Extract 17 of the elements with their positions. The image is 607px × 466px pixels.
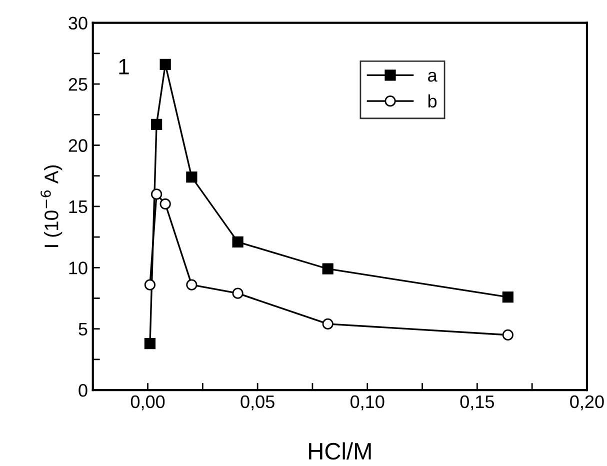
- y-tick-label: 0: [78, 384, 88, 397]
- y-tick-label: 15: [69, 200, 88, 214]
- legend-label: a: [428, 72, 438, 82]
- y-tick-label: 25: [68, 78, 88, 91]
- legend-label: b: [428, 94, 437, 108]
- x-tick-label: 0,00: [130, 395, 165, 410]
- x-tick-label: 0,10: [350, 395, 384, 410]
- x-tick-label: 0,15: [460, 395, 494, 410]
- x-tick-label: 0,20: [570, 395, 604, 410]
- y-tick-label: 20: [68, 139, 88, 152]
- x-tick-label: 0,05: [240, 395, 274, 410]
- y-tick-label: 5: [78, 322, 88, 336]
- y-axis-title: I (10$^{−6}$ A): [40, 165, 62, 247]
- x-axis-title: HCl/M: [309, 442, 371, 460]
- y-tick-label: 10: [69, 262, 88, 274]
- annotation: 1: [119, 58, 129, 74]
- y-tick-label: 30: [68, 16, 88, 30]
